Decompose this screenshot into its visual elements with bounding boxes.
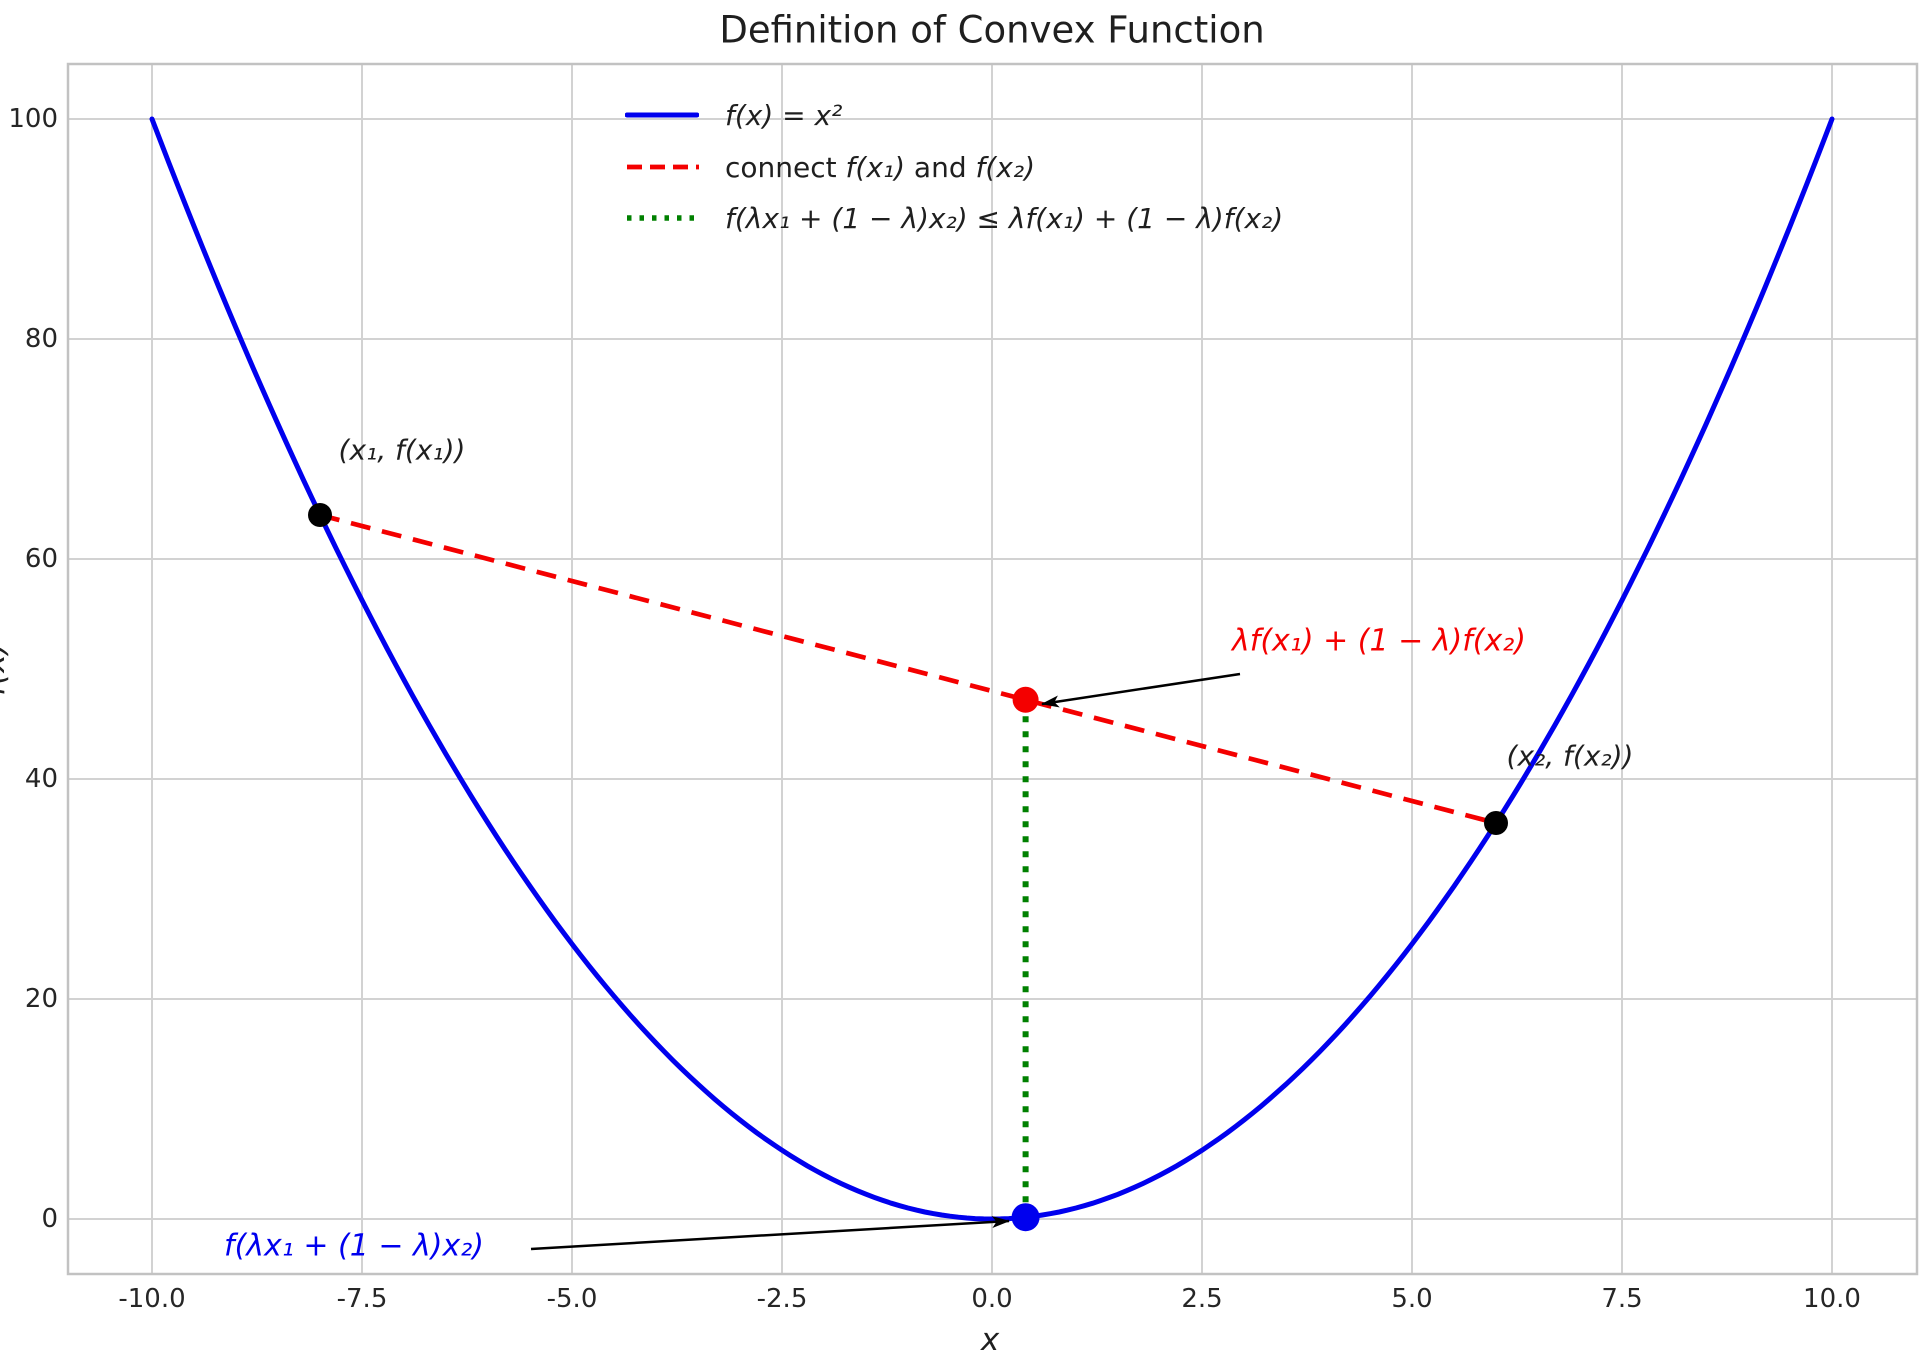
x-tick-label: -2.5 [756, 1284, 808, 1314]
point-function-value [1011, 1203, 1040, 1232]
legend-item-curve: f(x) = x² [625, 98, 842, 132]
annotation-point2: (x₂, f(x₂)) [1506, 739, 1634, 773]
point-x1 [308, 503, 332, 527]
legend-line-dotted-green-icon [627, 215, 699, 221]
y-tick-label: 100 [8, 104, 58, 134]
point-x2 [1484, 811, 1508, 835]
x-tick-label: 7.5 [1601, 1284, 1643, 1314]
legend-label-chord: connect f(x₁) and f(x₂) [725, 150, 1036, 184]
chart-title: Definition of Convex Function [719, 8, 1265, 52]
point-chord-value [1012, 686, 1039, 713]
plot-frame [66, 62, 1919, 1276]
annotation-point1: (x₁, f(x₁)) [338, 433, 466, 467]
y-tick-label: 40 [24, 764, 58, 794]
legend-label-curve: f(x) = x² [725, 98, 843, 132]
arrow-to-red-point [1041, 672, 1241, 708]
legend-line-dashed-red-icon [627, 164, 699, 170]
x-tick-label: -5.0 [546, 1284, 598, 1314]
legend-item-chord: connect f(x₁) and f(x₂) [625, 150, 1035, 184]
y-tick-label: 20 [24, 984, 58, 1014]
x-tick-label: 5.0 [1391, 1284, 1433, 1314]
x-tick-label: -7.5 [336, 1284, 388, 1314]
annotation-chord-value: λf(x₁) + (1 − λ)f(x₂) [1232, 623, 1526, 659]
y-tick-label: 60 [24, 544, 58, 574]
x-tick-label: 0.0 [971, 1284, 1013, 1314]
y-tick-label: 80 [24, 324, 58, 354]
annotation-function-value: f(λx₁ + (1 − λ)x₂) [224, 1228, 484, 1264]
arrow-to-blue-point [530, 1216, 1010, 1251]
legend-line-solid-blue-icon [625, 112, 699, 118]
x-axis-label: x [980, 1322, 1000, 1358]
x-tick-label: -10.0 [118, 1284, 186, 1314]
y-tick-label: 0 [41, 1204, 58, 1234]
legend-item-inequality: f(λx₁ + (1 − λ)x₂) ≤ λf(x₁) + (1 − λ)f(x… [625, 201, 1283, 235]
chord-line [319, 512, 1497, 826]
x-tick-label: 10.0 [1803, 1284, 1861, 1314]
x-tick-label: 2.5 [1181, 1284, 1223, 1314]
y-axis-label: f(x) [0, 642, 12, 696]
legend-label-inequality: f(λx₁ + (1 − λ)x₂) ≤ λf(x₁) + (1 − λ)f(x… [725, 201, 1284, 235]
